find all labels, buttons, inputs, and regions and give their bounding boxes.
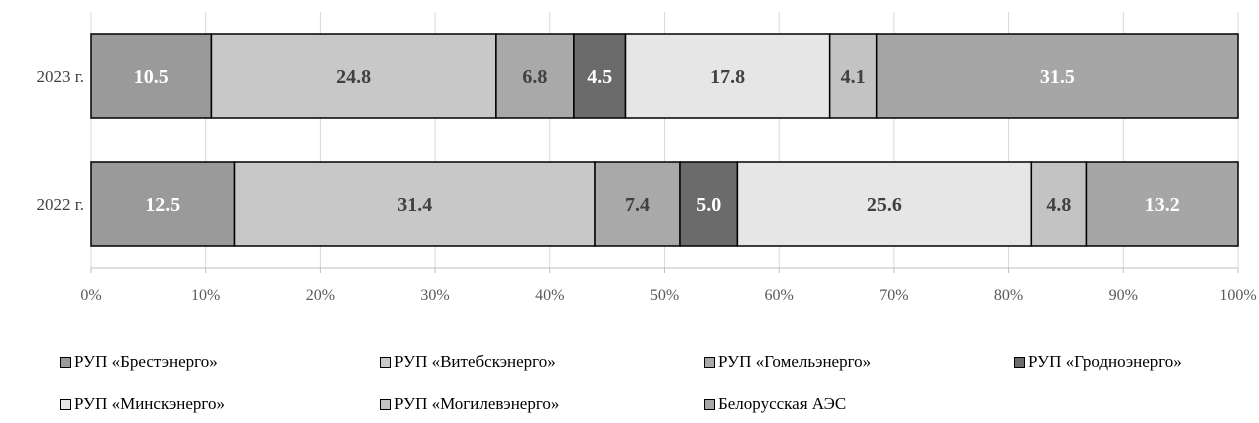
x-tick-label: 50% (650, 287, 679, 304)
legend-swatch (704, 398, 715, 410)
bar-segment (1085, 161, 1239, 247)
legend-label: Белорусская АЭС (718, 394, 847, 413)
legend-swatch (60, 398, 71, 410)
legend-swatch (1014, 356, 1025, 368)
x-tick-label: 30% (420, 287, 449, 304)
x-tick-label: 20% (306, 287, 335, 304)
x-tick-label: 100% (1219, 287, 1256, 304)
data-label: 24.8 (336, 66, 371, 88)
bar-segment (90, 161, 236, 247)
x-tick-label: 90% (1109, 287, 1138, 304)
data-label: 12.5 (145, 194, 180, 216)
data-label: 4.1 (841, 66, 866, 88)
data-label: 4.8 (1046, 194, 1071, 216)
bar-segment (495, 33, 575, 119)
legend-swatch (380, 356, 391, 368)
legend-swatch (60, 356, 71, 368)
legend-label: РУП «Брестэнерго» (74, 352, 218, 371)
x-tick-label: 70% (879, 287, 908, 304)
legend-label: РУП «Витебскэнерго» (394, 352, 556, 371)
legend-label: РУП «Минскэнерго» (74, 394, 225, 413)
data-label: 7.4 (625, 194, 650, 216)
bar-segment (736, 161, 1033, 247)
x-tick-label: 60% (765, 287, 794, 304)
legend-swatch (380, 398, 391, 410)
bar-segment (233, 161, 596, 247)
bar-segment (1030, 161, 1088, 247)
data-label: 31.4 (397, 194, 432, 216)
legend-label: РУП «Гродноэнерго» (1028, 352, 1182, 371)
bar-segment (210, 33, 497, 119)
bar-segment (594, 161, 681, 247)
bar-segment (828, 33, 878, 119)
bar-segment (573, 33, 627, 119)
x-tick-label: 10% (191, 287, 220, 304)
legend-item: РУП «Гродноэнерго» (1014, 352, 1182, 372)
legend-label: РУП «Гомельэнерго» (718, 352, 872, 371)
data-label: 13.2 (1145, 194, 1180, 216)
category-label: 2022 г. (36, 195, 84, 214)
legend-label: РУП «Могилевэнерго» (394, 394, 560, 413)
bar-segment (624, 33, 831, 119)
legend-swatch (704, 356, 715, 368)
x-tick-label: 0% (80, 287, 101, 304)
legend-item: РУП «Могилевэнерго» (380, 394, 559, 414)
legend: РУП «Брестэнерго» РУП «Витебскэнерго» РУП … (60, 352, 1250, 422)
bar-segment (875, 33, 1239, 119)
data-label: 17.8 (710, 66, 745, 88)
legend-item: РУП «Гомельэнерго» (704, 352, 871, 372)
x-tick-label: 40% (535, 287, 564, 304)
data-label: 5.0 (696, 194, 721, 216)
data-label: 31.5 (1040, 66, 1075, 88)
legend-item: РУП «Витебскэнерго» (380, 352, 556, 372)
legend-item: РУП «Брестэнерго» (60, 352, 218, 372)
stacked-bar-chart: 0% 10% 20% 30% 40% 50% 60% 70% 80% 90% 100% 2023 г.… (36, 12, 1257, 304)
bar-segment (90, 33, 213, 119)
data-label: 25.6 (867, 194, 902, 216)
category-label: 2023 г. (36, 67, 84, 86)
data-label: 4.5 (587, 66, 612, 88)
data-label: 6.8 (522, 66, 547, 88)
x-tick-label: 80% (994, 287, 1023, 304)
legend-item: Белорусская АЭС (704, 394, 846, 414)
data-label: 10.5 (134, 66, 169, 88)
bar-segment (679, 161, 739, 247)
legend-item: РУП «Минскэнерго» (60, 394, 225, 414)
